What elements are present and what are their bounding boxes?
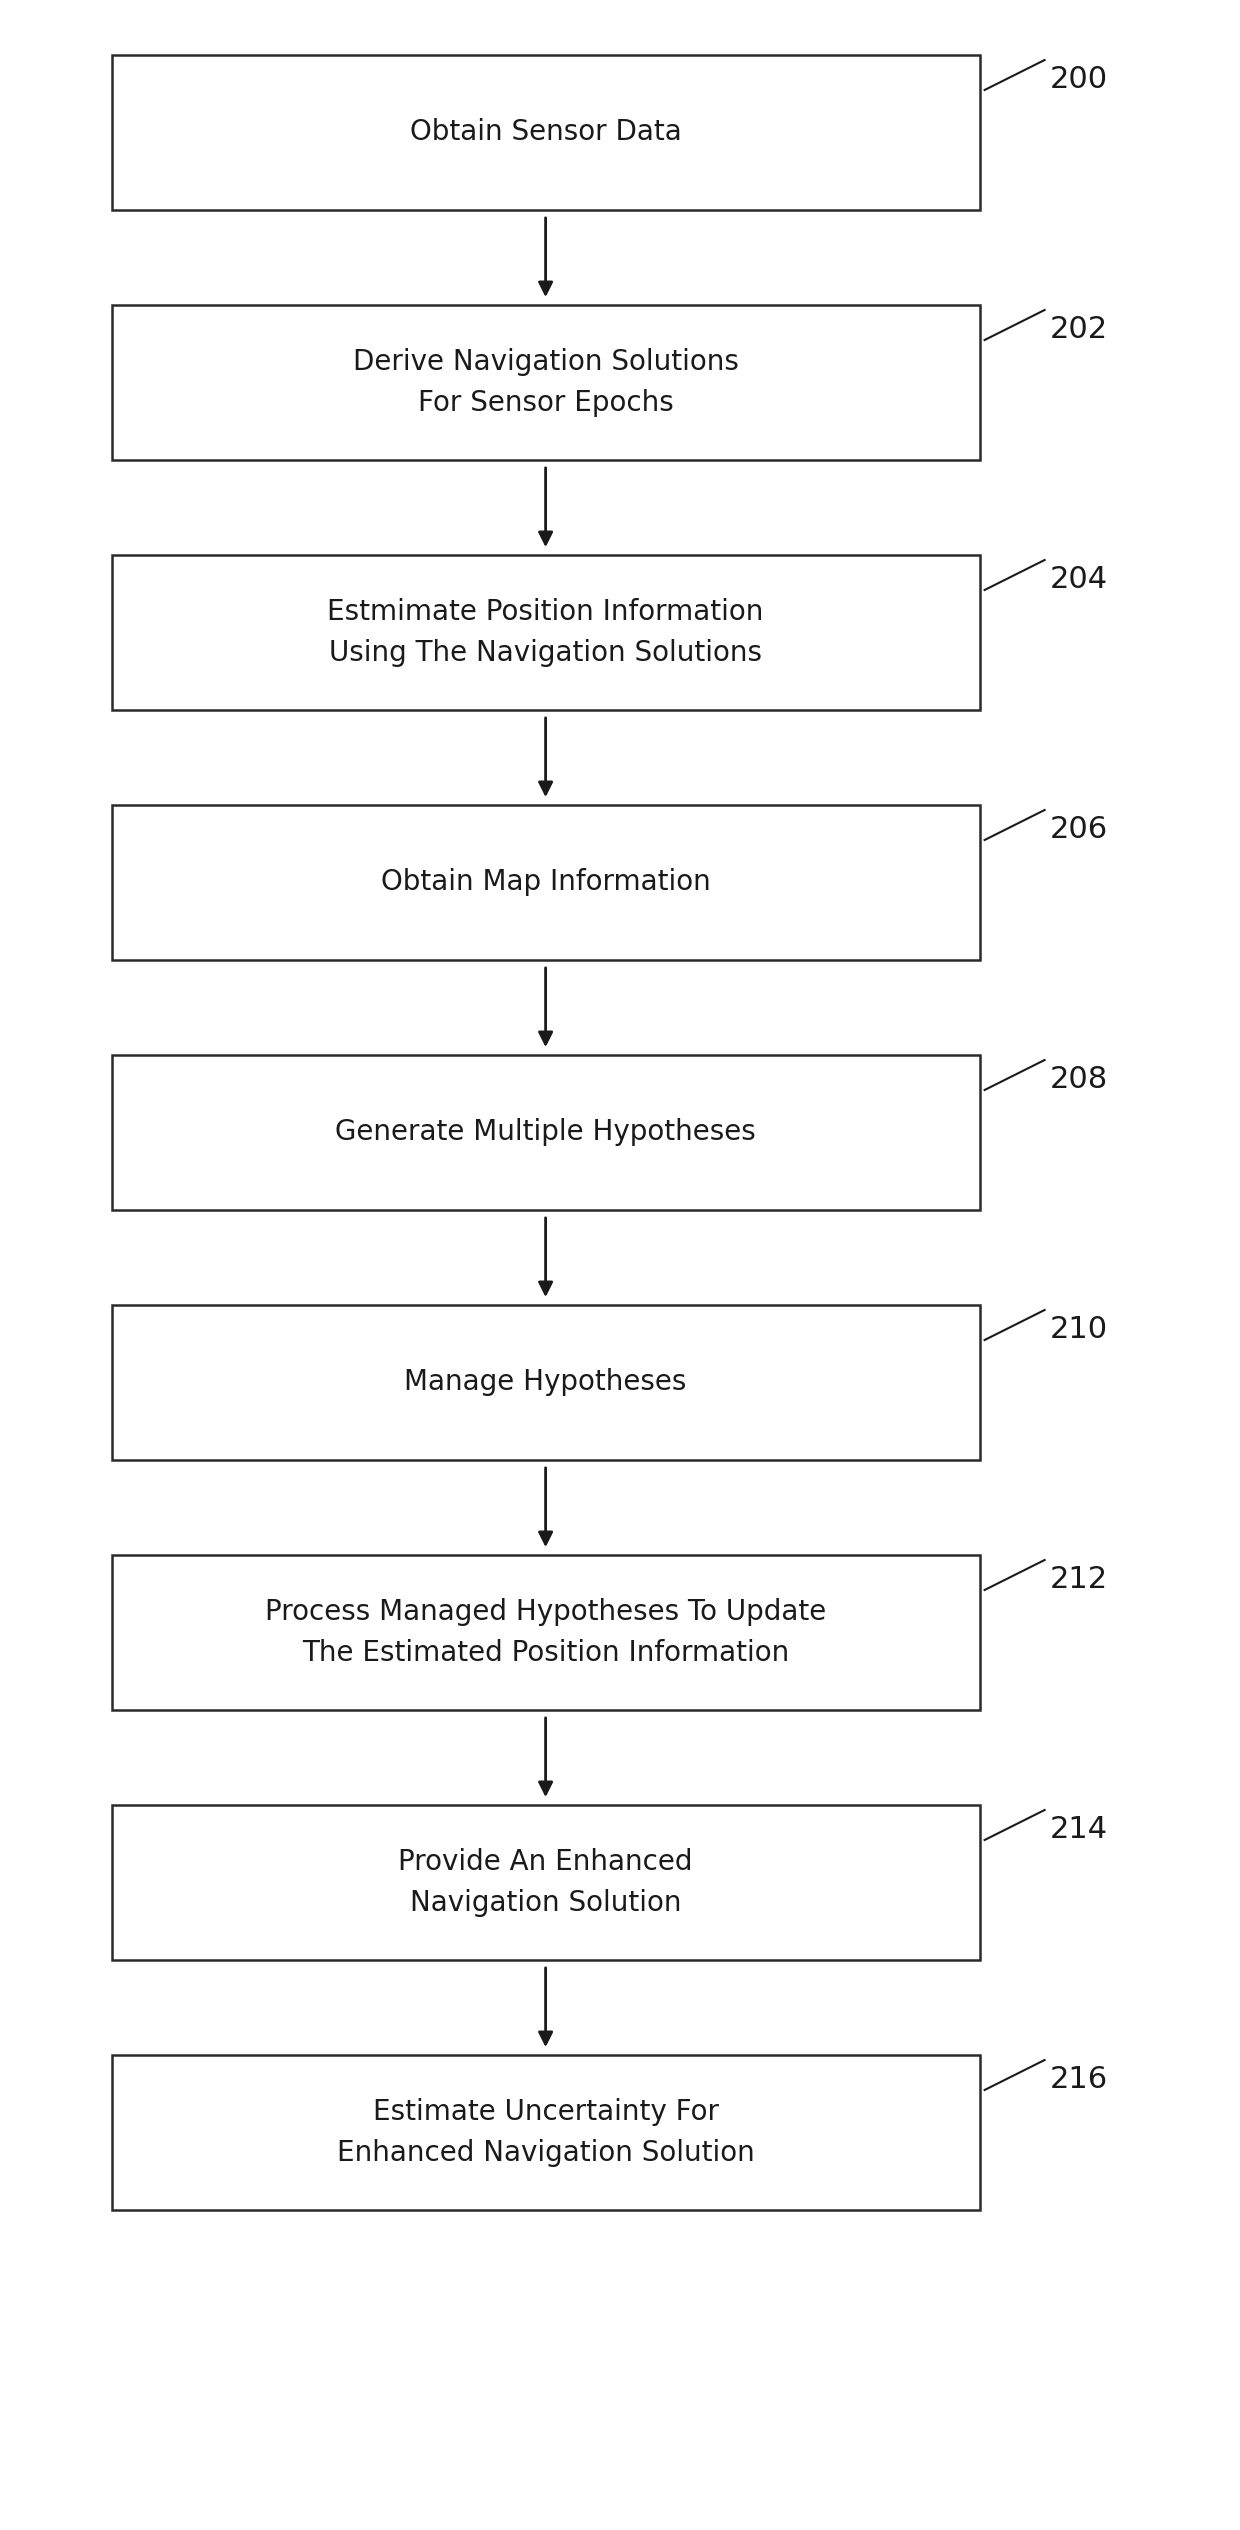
Text: 212: 212 [1049,1566,1107,1594]
Text: Estimate Uncertainty For
Enhanced Navigation Solution: Estimate Uncertainty For Enhanced Naviga… [337,2097,754,2168]
Bar [112,1556,980,1710]
Text: 206: 206 [1049,815,1107,845]
Bar [112,1055,980,1209]
Text: 200: 200 [1049,66,1107,94]
Text: 216: 216 [1049,2064,1107,2095]
Text: Provide An Enhanced
Navigation Solution: Provide An Enhanced Navigation Solution [398,1847,693,1918]
Bar [112,1804,980,1961]
Text: Obtain Map Information: Obtain Map Information [381,868,711,896]
Bar [112,56,980,210]
Text: Estmimate Position Information
Using The Navigation Solutions: Estmimate Position Information Using The… [327,597,764,668]
Text: Process Managed Hypotheses To Update
The Estimated Position Information: Process Managed Hypotheses To Update The… [265,1599,826,1667]
Text: Manage Hypotheses: Manage Hypotheses [404,1369,687,1397]
Text: 202: 202 [1049,316,1107,344]
Text: 210: 210 [1049,1316,1107,1343]
Bar [112,1305,980,1460]
Text: Derive Navigation Solutions
For Sensor Epochs: Derive Navigation Solutions For Sensor E… [352,349,739,417]
Bar [112,554,980,711]
Bar [112,805,980,959]
Text: 214: 214 [1049,1814,1107,1844]
Text: 208: 208 [1049,1065,1107,1093]
Text: Generate Multiple Hypotheses: Generate Multiple Hypotheses [335,1118,756,1146]
Text: 204: 204 [1049,564,1107,595]
Text: Obtain Sensor Data: Obtain Sensor Data [409,119,682,147]
Bar [112,306,980,460]
Bar [112,2054,980,2211]
